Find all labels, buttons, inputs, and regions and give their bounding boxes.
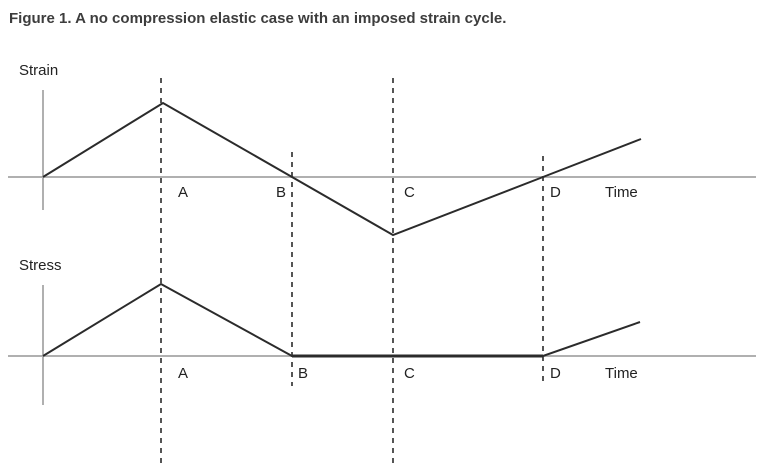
stress-time-label: Time bbox=[605, 365, 638, 382]
stress-marker-d: D bbox=[550, 365, 561, 382]
strain-curve bbox=[42, 101, 642, 237]
strain-axis-label: Strain bbox=[19, 62, 58, 79]
strain-axes bbox=[8, 90, 756, 210]
stress-marker-c: C bbox=[404, 365, 415, 382]
figure-title: Figure 1. A no compression elastic case … bbox=[9, 10, 507, 27]
strain-marker-d: D bbox=[550, 184, 561, 201]
stress-marker-b: B bbox=[298, 365, 308, 382]
stress-axis-label: Stress bbox=[19, 257, 62, 274]
event-lines bbox=[160, 78, 544, 466]
strain-marker-c: C bbox=[404, 184, 415, 201]
stress-curve bbox=[42, 282, 641, 357]
strain-marker-a: A bbox=[178, 184, 188, 201]
strain-marker-b: B bbox=[276, 184, 286, 201]
stress-axes bbox=[8, 285, 756, 405]
strain-time-label: Time bbox=[605, 184, 638, 201]
stress-marker-a: A bbox=[178, 365, 188, 382]
